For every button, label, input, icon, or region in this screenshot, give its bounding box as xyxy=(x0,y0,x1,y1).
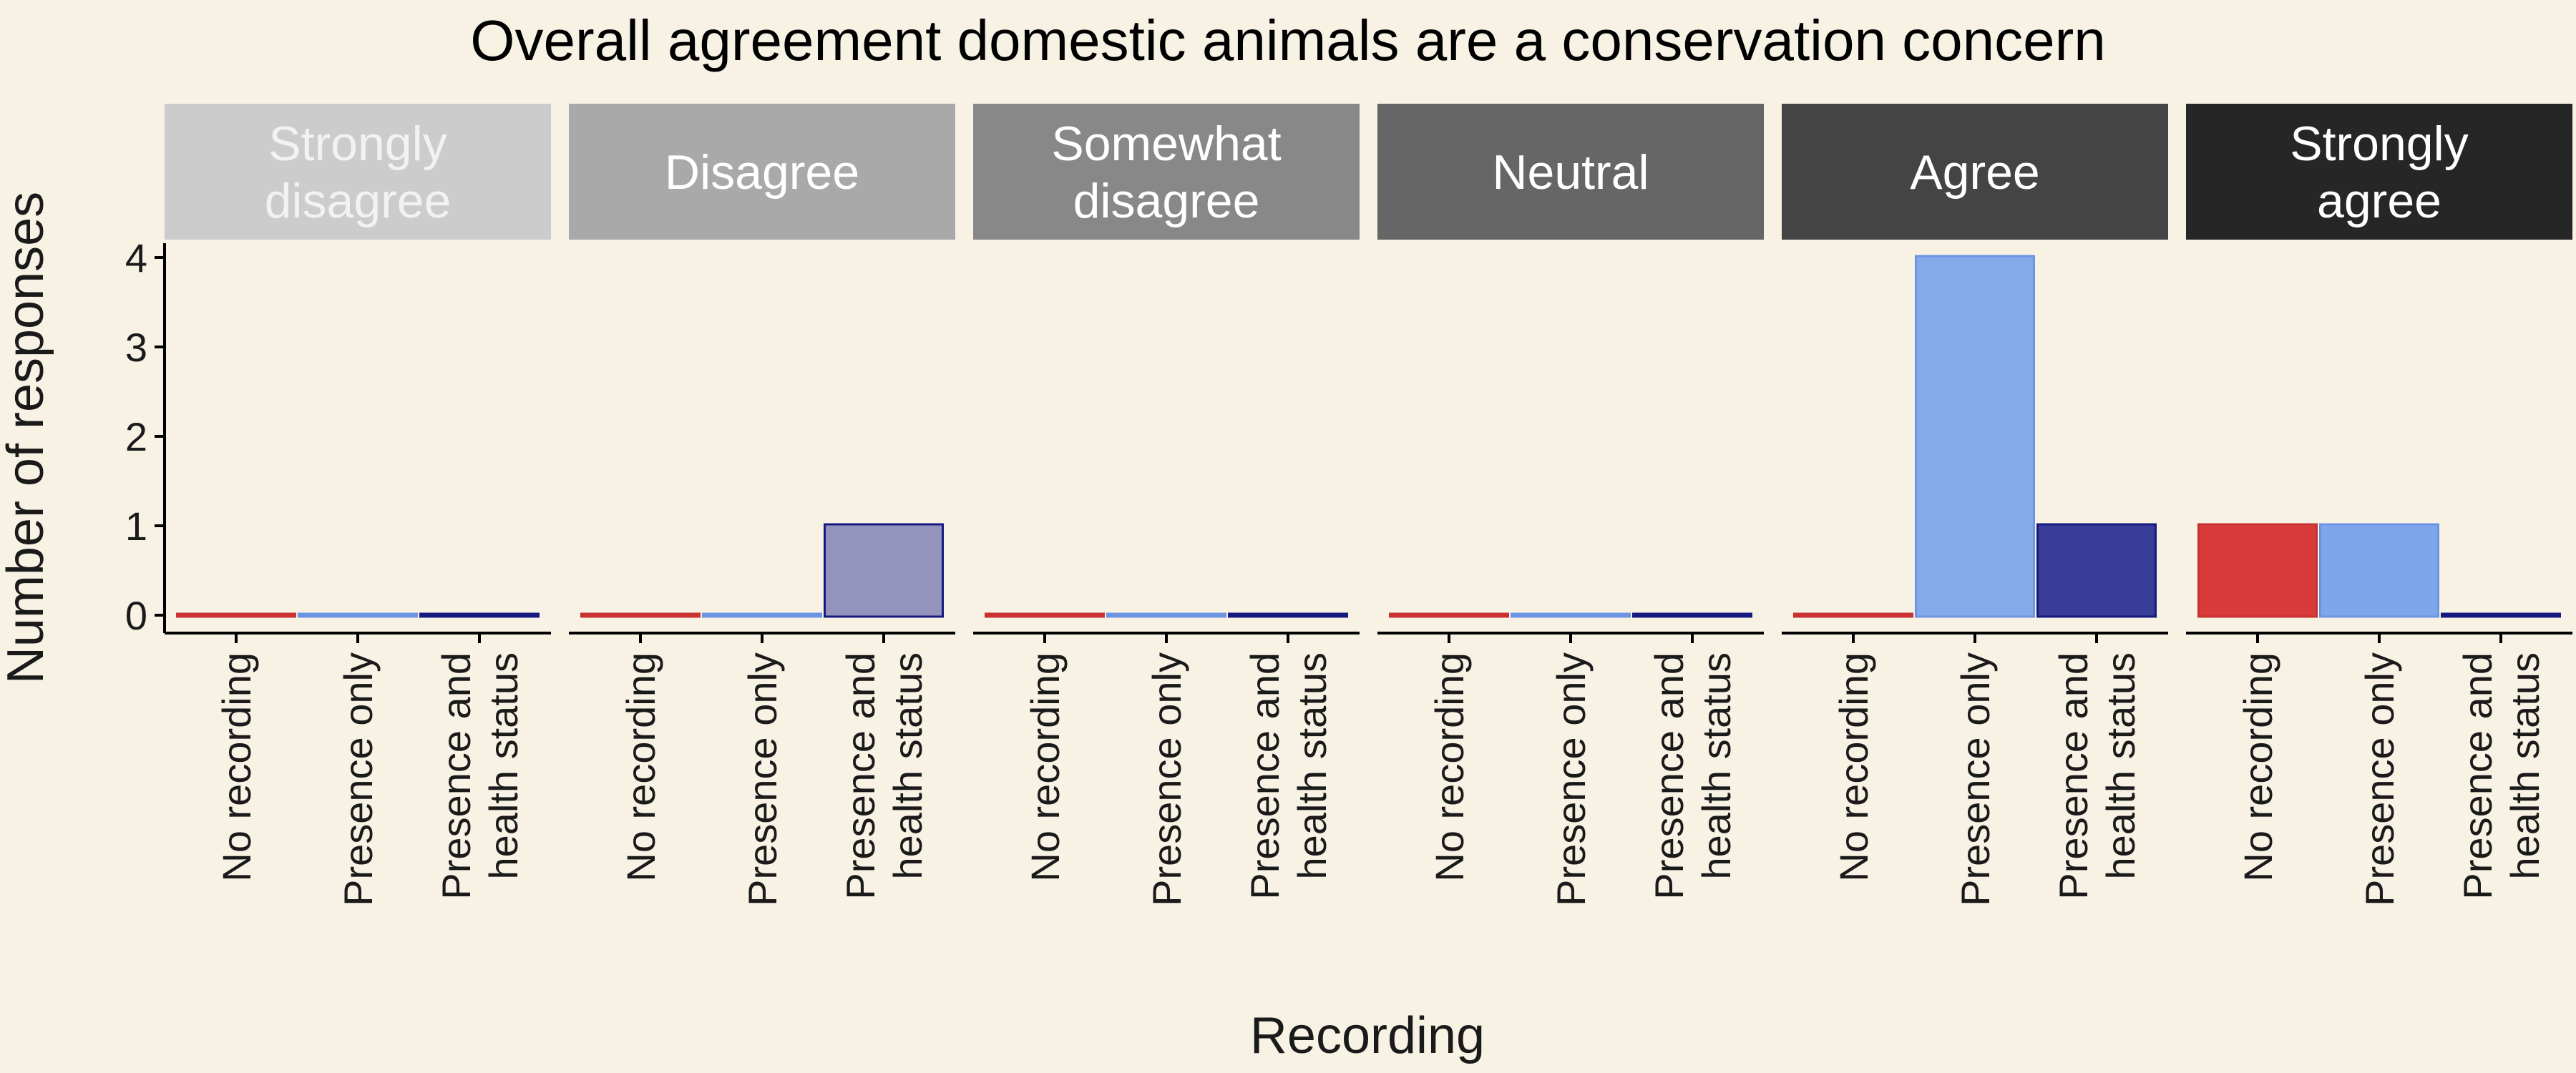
bar xyxy=(702,612,822,618)
x-tick-label: No recording xyxy=(1427,652,1472,882)
facet-strip xyxy=(2186,104,2572,240)
x-tick-label: Presence and xyxy=(2455,652,2500,900)
x-tick-label: health status xyxy=(481,652,526,880)
x-axis-title: Recording xyxy=(1250,1007,1485,1064)
x-tick-label: Presence and xyxy=(1242,652,1287,900)
x-tick-label: health status xyxy=(2098,652,2143,880)
y-tick-label: 0 xyxy=(125,593,147,638)
x-tick-label: No recording xyxy=(618,652,663,882)
facet-strip-label: disagree xyxy=(265,174,452,228)
x-tick-label: Presence and xyxy=(2051,652,2096,900)
y-axis-title: Number of responses xyxy=(0,192,54,684)
bar xyxy=(1915,255,2035,618)
facet-panel: Agree No recording Presence only Presence a… xyxy=(1782,104,2168,906)
y-tick-label: 3 xyxy=(125,325,147,370)
bar xyxy=(1106,612,1226,618)
x-tick-label: No recording xyxy=(1831,652,1876,882)
bar xyxy=(298,612,418,618)
bar xyxy=(1793,612,1913,618)
facet-strip xyxy=(569,104,955,240)
x-tick-label: Presence and xyxy=(838,652,883,900)
facet-strip-label: disagree xyxy=(1073,174,1260,228)
bar xyxy=(985,612,1105,618)
facet-strip-label: Disagree xyxy=(665,145,859,200)
x-tick-label: Presence and xyxy=(1646,652,1692,900)
facet-panel: Disagree No recording Presence only Presenc… xyxy=(569,104,955,906)
bar xyxy=(176,612,296,618)
x-tick-label: Presence only xyxy=(740,652,785,906)
x-tick-label: Presence only xyxy=(1144,652,1189,906)
x-tick-label: health status xyxy=(885,652,930,880)
facet-strip-label: Neutral xyxy=(1492,145,1649,200)
facet-strip-label: Somewhat xyxy=(1051,117,1281,171)
x-tick-label: Presence only xyxy=(1953,652,1998,906)
y-axis: 0 1 2 3 4 xyxy=(125,235,166,638)
bar xyxy=(1511,612,1631,618)
facet-strip xyxy=(1377,104,1764,240)
x-tick-label: health status xyxy=(1289,652,1335,880)
x-tick-label: Presence only xyxy=(336,652,381,906)
bar xyxy=(824,523,944,618)
facet-strip-label: Agree xyxy=(1910,145,2039,200)
bar xyxy=(2441,612,2561,618)
facet-strip-label: Strongly xyxy=(268,117,447,171)
bar xyxy=(580,612,701,618)
x-tick-label: No recording xyxy=(2235,652,2280,882)
chart-title: Overall agreement domestic animals are a… xyxy=(470,9,2106,72)
bar xyxy=(2319,523,2439,618)
bar xyxy=(2036,523,2157,618)
bar xyxy=(1632,612,1752,618)
x-tick-label: Presence only xyxy=(2357,652,2402,906)
y-tick-label: 1 xyxy=(125,504,147,549)
x-tick-label: No recording xyxy=(214,652,259,882)
y-tick-label: 2 xyxy=(125,414,147,459)
bar xyxy=(2197,523,2318,618)
x-tick-label: health status xyxy=(2502,652,2547,880)
bar xyxy=(1228,612,1348,618)
facet-strip-label: Strongly xyxy=(2290,117,2468,171)
x-tick-label: No recording xyxy=(1023,652,1068,882)
x-tick-label: Presence and xyxy=(434,652,479,900)
facet-strip xyxy=(1782,104,2168,240)
facet-panel: Neutral No recording Presence only Presence… xyxy=(1377,104,1764,906)
x-tick-label: Presence only xyxy=(1548,652,1594,906)
facet-strip xyxy=(165,104,551,240)
facet-strip-label: agree xyxy=(2317,174,2441,228)
x-tick-label: health status xyxy=(1694,652,1739,880)
y-tick-label: 4 xyxy=(125,235,147,280)
bar xyxy=(1389,612,1509,618)
bar xyxy=(419,612,540,618)
facet-strip xyxy=(973,104,1360,240)
